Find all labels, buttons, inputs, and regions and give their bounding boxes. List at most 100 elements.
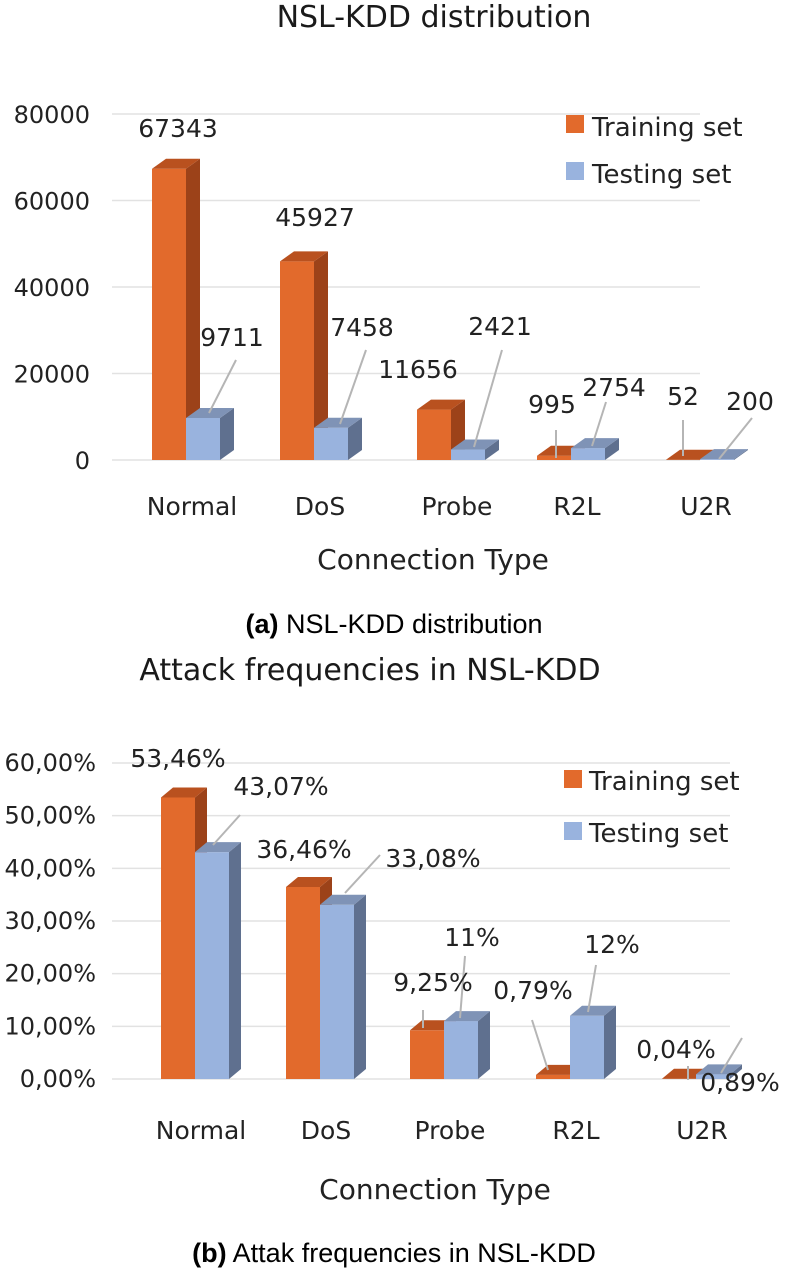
x-tick-label: Normal bbox=[156, 1116, 246, 1145]
bar-side bbox=[348, 417, 362, 460]
bar-top bbox=[666, 449, 714, 460]
y-tick-label: 40,00% bbox=[4, 854, 96, 882]
bar-front bbox=[410, 1030, 444, 1079]
chart-a-data-labels: 67343 45927 11656 995 52 9711 7458 2421 2754 200 bbox=[138, 114, 774, 460]
bar-side bbox=[485, 439, 499, 460]
y-tick-label: 0 bbox=[75, 447, 90, 475]
chart-b-legend-training-swatch bbox=[564, 770, 582, 788]
data-label-training-dos: 36,46% bbox=[256, 835, 351, 864]
y-tick-label: 60000 bbox=[14, 188, 90, 216]
chart-b-legend-testing-swatch bbox=[564, 822, 582, 840]
bar-top bbox=[195, 842, 241, 853]
chart-a-y-axis: 0 20000 40000 60000 80000 bbox=[14, 101, 90, 475]
bar-top bbox=[696, 1064, 742, 1075]
chart-b-legend-training-label: Training set bbox=[588, 767, 740, 797]
data-label-training-normal: 53,46% bbox=[130, 744, 225, 773]
bar-top bbox=[571, 438, 619, 449]
data-label-testing-normal: 9711 bbox=[200, 323, 264, 352]
bar-training-normal bbox=[152, 158, 200, 461]
bar-testing-r2l bbox=[571, 438, 619, 460]
bar-top bbox=[320, 894, 366, 905]
bar-side bbox=[478, 1011, 490, 1079]
data-label-leader bbox=[531, 1019, 549, 1071]
bar-front bbox=[444, 1021, 478, 1079]
bar-top bbox=[286, 876, 332, 887]
bar-side bbox=[604, 1005, 616, 1079]
chart-a-title: NSL-KDD distribution bbox=[277, 0, 592, 35]
y-tick-label: 50,00% bbox=[4, 802, 96, 830]
data-label-training-probe: 11656 bbox=[378, 355, 458, 384]
bar-top bbox=[161, 787, 207, 798]
x-tick-label: U2R bbox=[676, 1116, 728, 1145]
chart-b-legend: Training set Testing set bbox=[564, 767, 740, 849]
bar-front bbox=[570, 1015, 604, 1079]
bar-top bbox=[152, 158, 200, 169]
data-label-leader bbox=[344, 854, 381, 894]
bar-testing-r2l bbox=[570, 1005, 616, 1079]
bar-top bbox=[314, 417, 362, 428]
y-tick-label: 10,00% bbox=[4, 1012, 96, 1040]
bar-side bbox=[734, 449, 748, 460]
data-label-leader bbox=[208, 359, 237, 414]
data-label-training-u2r: 52 bbox=[667, 382, 699, 411]
bar-front bbox=[696, 1074, 730, 1079]
chart-b-x-axis-title: Connection Type bbox=[319, 1173, 551, 1206]
bar-top bbox=[570, 1005, 616, 1016]
bar-front bbox=[161, 797, 195, 1079]
bar-training-dos bbox=[280, 251, 328, 460]
x-tick-label: R2L bbox=[552, 1116, 599, 1145]
chart-a-legend-testing-label: Testing set bbox=[591, 160, 731, 190]
data-label-training-dos: 45927 bbox=[275, 203, 355, 232]
bar-top bbox=[280, 251, 328, 262]
bar-side bbox=[229, 842, 241, 1079]
bar-front bbox=[314, 427, 348, 460]
chart-b-data-labels: 53,46% 36,46% 9,25% 0,79% 0,04% 43,07% 33,08% 1… bbox=[130, 744, 779, 1097]
bar-side bbox=[186, 158, 200, 461]
y-tick-label: 20000 bbox=[14, 361, 90, 389]
bar-side bbox=[314, 251, 328, 460]
bar-testing-dos bbox=[314, 417, 362, 460]
data-label-leader bbox=[473, 349, 503, 448]
chart-a: NSL-KDD distribution 0 20000 40000 60000 800… bbox=[14, 0, 774, 639]
chart-a-bars bbox=[152, 158, 748, 461]
bar-side bbox=[220, 407, 234, 460]
bar-training-probe bbox=[417, 399, 465, 460]
x-tick-label: Normal bbox=[147, 492, 237, 521]
bar-testing-normal bbox=[186, 407, 234, 460]
data-label-training-normal: 67343 bbox=[138, 114, 218, 143]
x-tick-label: Probe bbox=[422, 492, 493, 521]
x-tick-label: Probe bbox=[415, 1116, 486, 1145]
data-label-leader bbox=[212, 814, 241, 846]
x-tick-label: DoS bbox=[295, 492, 345, 521]
data-label-testing-normal: 43,07% bbox=[233, 772, 328, 801]
chart-a-caption: (a) NSL-KDD distribution bbox=[245, 609, 542, 639]
chart-a-legend-training-swatch bbox=[566, 115, 584, 133]
data-label-training-r2l: 0,79% bbox=[493, 976, 572, 1005]
y-tick-label: 0,00% bbox=[20, 1065, 96, 1093]
bar-testing-probe bbox=[444, 1011, 490, 1079]
y-tick-label: 80000 bbox=[14, 101, 90, 129]
x-tick-label: R2L bbox=[553, 492, 600, 521]
data-label-leader bbox=[591, 401, 607, 447]
data-label-training-probe: 9,25% bbox=[393, 968, 472, 997]
data-label-leader bbox=[339, 349, 367, 425]
y-tick-label: 60,00% bbox=[4, 749, 96, 777]
data-label-training-u2r: 0,04% bbox=[636, 1035, 715, 1064]
chart-b-legend-testing-label: Testing set bbox=[588, 819, 728, 849]
chart-b: Attack frequencies in NSL-KDD 0,00% 10,00… bbox=[4, 653, 779, 1268]
data-label-testing-u2r: 0,89% bbox=[700, 1068, 779, 1097]
chart-b-caption: (b) Attak frequencies in NSL-KDD bbox=[192, 1238, 596, 1268]
data-label-leader bbox=[459, 955, 466, 1019]
chart-b-y-axis: 0,00% 10,00% 20,00% 30,00% 40,00% 50,00% 60,00… bbox=[4, 749, 96, 1093]
data-label-testing-u2r: 200 bbox=[726, 387, 774, 416]
chart-a-legend-testing-swatch bbox=[566, 162, 584, 180]
chart-b-bars bbox=[161, 787, 742, 1079]
bar-front bbox=[417, 409, 451, 460]
bar-front bbox=[536, 1074, 570, 1079]
bar-side bbox=[730, 1064, 742, 1079]
data-label-leader bbox=[718, 417, 753, 460]
bar-top bbox=[417, 399, 465, 410]
data-label-testing-dos: 33,08% bbox=[385, 844, 480, 873]
x-tick-label: DoS bbox=[301, 1116, 351, 1145]
bar-front bbox=[451, 449, 485, 460]
